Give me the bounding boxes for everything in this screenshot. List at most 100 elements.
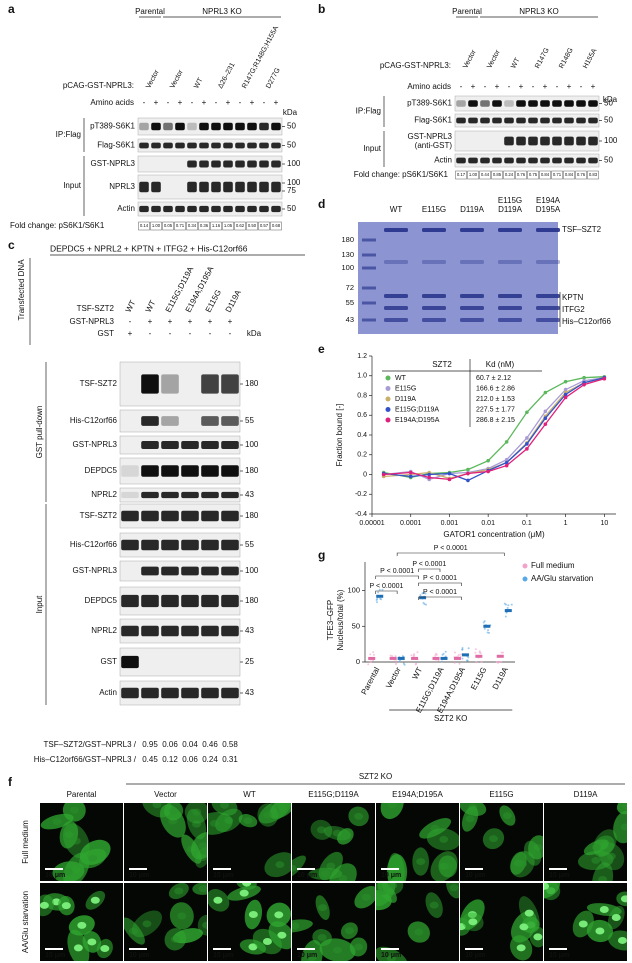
band xyxy=(139,181,149,193)
protein-label: His–C12orf66 xyxy=(562,317,611,326)
marker-label: 100 xyxy=(287,178,301,187)
band xyxy=(151,205,161,213)
band xyxy=(141,539,159,551)
header: Parental xyxy=(452,7,482,16)
scale-bar xyxy=(45,948,63,950)
micrograph: 10 μm xyxy=(40,883,123,961)
fold-box xyxy=(210,221,222,231)
data-point xyxy=(408,474,413,479)
row-label: AA/Glu starvation xyxy=(21,891,30,953)
nucleus xyxy=(71,837,81,845)
jitter-dot xyxy=(444,650,447,653)
nucleus xyxy=(595,927,605,935)
fold-value: 0.71 xyxy=(176,223,185,228)
band xyxy=(221,491,239,499)
fold-box xyxy=(174,221,186,231)
data-point xyxy=(525,410,529,415)
band xyxy=(161,441,179,449)
nucleus xyxy=(40,901,49,909)
ratio-value: 0.95 xyxy=(142,740,158,749)
nucleus xyxy=(77,921,87,929)
marker-label: 130 xyxy=(341,250,354,259)
band xyxy=(199,205,209,213)
transfected-label: Transfected DNA xyxy=(17,259,26,321)
lane-label: Vector xyxy=(486,48,502,69)
y-tick-label: 50 xyxy=(352,621,360,630)
fold-box xyxy=(479,170,491,180)
sign: - xyxy=(169,329,172,338)
nucleus xyxy=(248,911,258,919)
row-label: (anti-GST) xyxy=(415,141,453,150)
scale-bar-label: 10 μm xyxy=(213,872,233,879)
sign: + xyxy=(250,98,255,107)
blot xyxy=(119,680,241,706)
panel-label: a xyxy=(8,2,15,16)
band xyxy=(271,205,281,213)
data-point xyxy=(543,409,548,414)
band xyxy=(211,122,221,131)
jitter-dot xyxy=(453,661,456,664)
band xyxy=(161,594,179,608)
band xyxy=(247,181,257,193)
jitter-dot xyxy=(435,653,438,656)
fold-value: 0.62 xyxy=(236,223,245,228)
fold-value: 0.75 xyxy=(529,172,538,177)
fold-value: 1.00 xyxy=(469,172,478,177)
gel-band xyxy=(498,260,522,264)
data-point xyxy=(408,470,413,475)
band xyxy=(504,136,514,146)
data-point xyxy=(563,379,568,384)
y-tick-label: 1.0 xyxy=(357,373,367,380)
lane-label: R147G xyxy=(534,47,551,70)
band xyxy=(139,142,149,149)
jitter-dot xyxy=(435,660,438,663)
marker-label: 180 xyxy=(245,379,259,388)
band xyxy=(221,625,239,637)
marker-label: 43 xyxy=(245,688,254,697)
band xyxy=(201,510,219,522)
band xyxy=(121,491,139,499)
band xyxy=(235,181,245,193)
scale-bar-label: 10 μm xyxy=(129,872,149,879)
sign: + xyxy=(519,82,524,91)
jitter-dot xyxy=(474,648,477,651)
band xyxy=(259,181,269,193)
band xyxy=(181,539,199,551)
band xyxy=(564,136,574,146)
jitter-dot xyxy=(394,655,397,658)
legend-marker xyxy=(385,386,391,391)
band xyxy=(161,510,179,522)
p-value: P < 0.0001 xyxy=(380,568,414,575)
fold-box xyxy=(270,221,282,231)
kda-label: kDa xyxy=(283,108,298,117)
fold-box xyxy=(222,221,234,231)
protein-label: TSF–SZT2 xyxy=(562,225,602,234)
sign: - xyxy=(191,98,194,107)
legend-kd: 166.6 ± 2.86 xyxy=(476,385,515,392)
group-label: Input xyxy=(35,595,44,614)
marker-label: 25 xyxy=(245,657,254,666)
row-label: GST-NPRL3 xyxy=(408,132,453,141)
fold-box xyxy=(575,170,587,180)
band xyxy=(516,117,526,124)
band xyxy=(540,100,550,107)
fold-box xyxy=(587,170,599,180)
band xyxy=(211,142,221,149)
nucleus xyxy=(177,912,187,920)
nucleus xyxy=(318,904,328,912)
row-label: Flag-S6K1 xyxy=(97,141,135,150)
jitter-dot xyxy=(454,651,457,654)
row-label: TSF-SZT2 xyxy=(80,379,118,388)
gel-band xyxy=(422,260,446,264)
jitter-dot xyxy=(377,591,380,594)
band xyxy=(552,100,562,107)
data-point xyxy=(525,442,529,446)
nucleus xyxy=(488,835,498,843)
x-tick-label: WT xyxy=(410,666,424,681)
jitter-dot xyxy=(424,592,427,595)
band xyxy=(221,687,239,699)
band xyxy=(121,594,139,608)
band xyxy=(588,117,598,124)
column-label: D119A xyxy=(574,790,599,799)
micrograph: 10 μm xyxy=(208,803,291,881)
